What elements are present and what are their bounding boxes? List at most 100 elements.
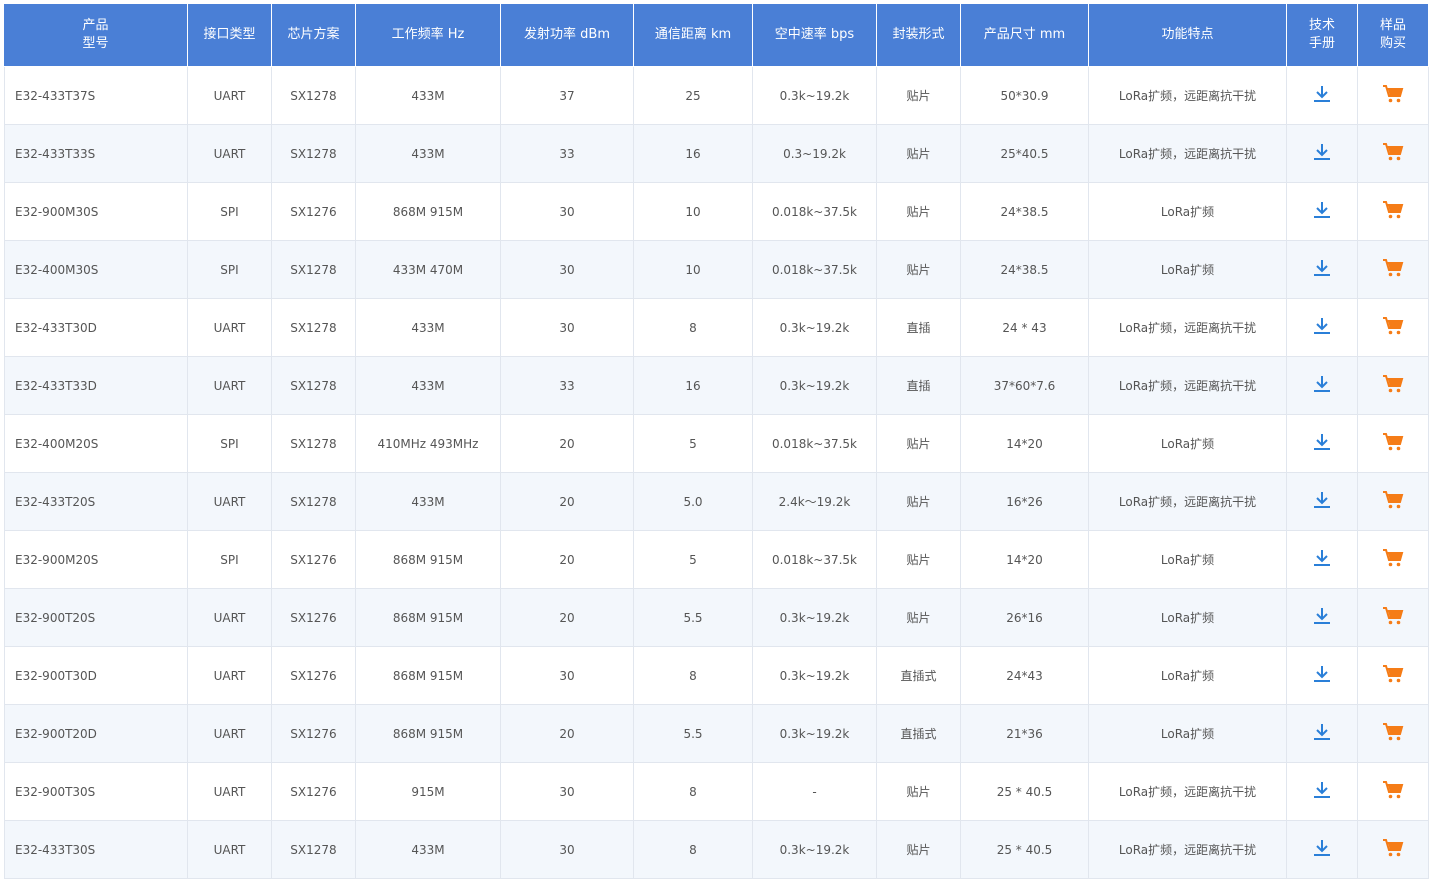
table-cell: 贴片 bbox=[877, 473, 961, 531]
download-icon[interactable] bbox=[1312, 142, 1332, 165]
table-cell: 410MHz 493MHz bbox=[356, 415, 501, 473]
download-icon[interactable] bbox=[1312, 200, 1332, 223]
table-cell: 0.3k~19.2k bbox=[753, 821, 877, 879]
table-cell: SX1278 bbox=[272, 821, 356, 879]
table-cell: 16*26 bbox=[961, 473, 1089, 531]
header-text: 通信距离 km bbox=[654, 27, 732, 42]
table-cell: 868M 915M bbox=[356, 705, 501, 763]
table-cell: 5.5 bbox=[634, 705, 753, 763]
header-text: 发射功率 dBm bbox=[524, 27, 610, 42]
download-icon[interactable] bbox=[1312, 490, 1332, 513]
table-cell: 25 * 40.5 bbox=[961, 763, 1089, 821]
cart-icon[interactable] bbox=[1382, 374, 1404, 397]
cart-icon[interactable] bbox=[1382, 606, 1404, 629]
table-cell: 20 bbox=[501, 705, 634, 763]
header-cell: 产品尺寸 mm bbox=[961, 4, 1089, 66]
table-cell: 10 bbox=[634, 241, 753, 299]
download-icon[interactable] bbox=[1312, 780, 1332, 803]
download-icon[interactable] bbox=[1312, 316, 1332, 339]
download-icon[interactable] bbox=[1312, 606, 1332, 629]
cart-icon[interactable] bbox=[1382, 316, 1404, 339]
cart-icon[interactable] bbox=[1382, 490, 1404, 513]
table-cell: SX1276 bbox=[272, 183, 356, 241]
download-icon[interactable] bbox=[1312, 374, 1332, 397]
cart-icon[interactable] bbox=[1382, 838, 1404, 861]
table-cell: LoRa扩频 bbox=[1089, 415, 1287, 473]
table-cell: 37*60*7.6 bbox=[961, 357, 1089, 415]
table-cell: SX1276 bbox=[272, 705, 356, 763]
table-cell: LoRa扩频，远距离抗干扰 bbox=[1089, 67, 1287, 125]
header-cell: 功能特点 bbox=[1089, 4, 1287, 66]
table-cell: SX1276 bbox=[272, 531, 356, 589]
cart-icon[interactable] bbox=[1382, 200, 1404, 223]
cart-icon[interactable] bbox=[1382, 548, 1404, 571]
cart-icon[interactable] bbox=[1382, 664, 1404, 687]
product-table: 产品 型号 接口类型 芯片方案 工作频率 Hz 发射功率 dBm 通信距离 km 空中速率 b… bbox=[4, 4, 1429, 879]
download-icon[interactable] bbox=[1312, 548, 1332, 571]
table-cell: E32-900T20D bbox=[4, 705, 188, 763]
header-text: 接口类型 bbox=[203, 27, 256, 42]
table-cell: 0.3k~19.2k bbox=[753, 357, 877, 415]
table-cell: 0.3k~19.2k bbox=[753, 647, 877, 705]
table-cell: 21*36 bbox=[961, 705, 1089, 763]
table-cell: E32-433T30D bbox=[4, 299, 188, 357]
buy-cell bbox=[1358, 357, 1429, 415]
table-cell: E32-900T30S bbox=[4, 763, 188, 821]
table-cell: E32-900M20S bbox=[4, 531, 188, 589]
table-cell: 30 bbox=[501, 183, 634, 241]
table-cell: 24 * 43 bbox=[961, 299, 1089, 357]
table-cell: 433M bbox=[356, 821, 501, 879]
table-cell: 433M bbox=[356, 357, 501, 415]
table-cell: 16 bbox=[634, 357, 753, 415]
table-cell: 30 bbox=[501, 763, 634, 821]
table-cell: 0.018k~37.5k bbox=[753, 241, 877, 299]
header-cell: 样品 购买 bbox=[1358, 4, 1429, 66]
table-cell: 8 bbox=[634, 299, 753, 357]
table-cell: 24*38.5 bbox=[961, 241, 1089, 299]
table-cell: SX1278 bbox=[272, 357, 356, 415]
download-icon[interactable] bbox=[1312, 84, 1332, 107]
cart-icon[interactable] bbox=[1382, 142, 1404, 165]
table-cell: 直插 bbox=[877, 299, 961, 357]
table-cell: 433M 470M bbox=[356, 241, 501, 299]
table-cell: 5 bbox=[634, 415, 753, 473]
cart-icon[interactable] bbox=[1382, 258, 1404, 281]
download-cell bbox=[1287, 241, 1358, 299]
download-icon[interactable] bbox=[1312, 838, 1332, 861]
header-text: 功能特点 bbox=[1161, 27, 1214, 42]
table-cell: UART bbox=[188, 125, 272, 183]
table-cell: LoRa扩频 bbox=[1089, 589, 1287, 647]
cart-icon[interactable] bbox=[1382, 722, 1404, 745]
table-cell: E32-433T37S bbox=[4, 67, 188, 125]
table-cell: 贴片 bbox=[877, 125, 961, 183]
table-cell: 20 bbox=[501, 531, 634, 589]
download-icon[interactable] bbox=[1312, 722, 1332, 745]
table-cell: LoRa扩频，远距离抗干扰 bbox=[1089, 763, 1287, 821]
table-cell: 贴片 bbox=[877, 821, 961, 879]
table-cell: LoRa扩频 bbox=[1089, 647, 1287, 705]
table-cell: 915M bbox=[356, 763, 501, 821]
table-cell: SX1278 bbox=[272, 473, 356, 531]
buy-cell bbox=[1358, 763, 1429, 821]
table-cell: SX1278 bbox=[272, 299, 356, 357]
cart-icon[interactable] bbox=[1382, 432, 1404, 455]
table-cell: 0.3k~19.2k bbox=[753, 67, 877, 125]
table-cell: E32-900M30S bbox=[4, 183, 188, 241]
buy-cell bbox=[1358, 473, 1429, 531]
cart-icon[interactable] bbox=[1382, 780, 1404, 803]
download-icon[interactable] bbox=[1312, 258, 1332, 281]
header-cell: 产品 型号 bbox=[4, 4, 188, 66]
table-cell: 0.3k~19.2k bbox=[753, 589, 877, 647]
header-text: 产品尺寸 mm bbox=[983, 27, 1066, 42]
download-cell bbox=[1287, 531, 1358, 589]
header-text: 芯片方案 bbox=[287, 27, 340, 42]
header-cell: 通信距离 km bbox=[634, 4, 753, 66]
download-icon[interactable] bbox=[1312, 432, 1332, 455]
table-cell: UART bbox=[188, 357, 272, 415]
header-cell: 接口类型 bbox=[188, 4, 272, 66]
table-cell: 868M 915M bbox=[356, 531, 501, 589]
table-cell: 25*40.5 bbox=[961, 125, 1089, 183]
download-icon[interactable] bbox=[1312, 664, 1332, 687]
table-cell: SX1278 bbox=[272, 67, 356, 125]
cart-icon[interactable] bbox=[1382, 84, 1404, 107]
